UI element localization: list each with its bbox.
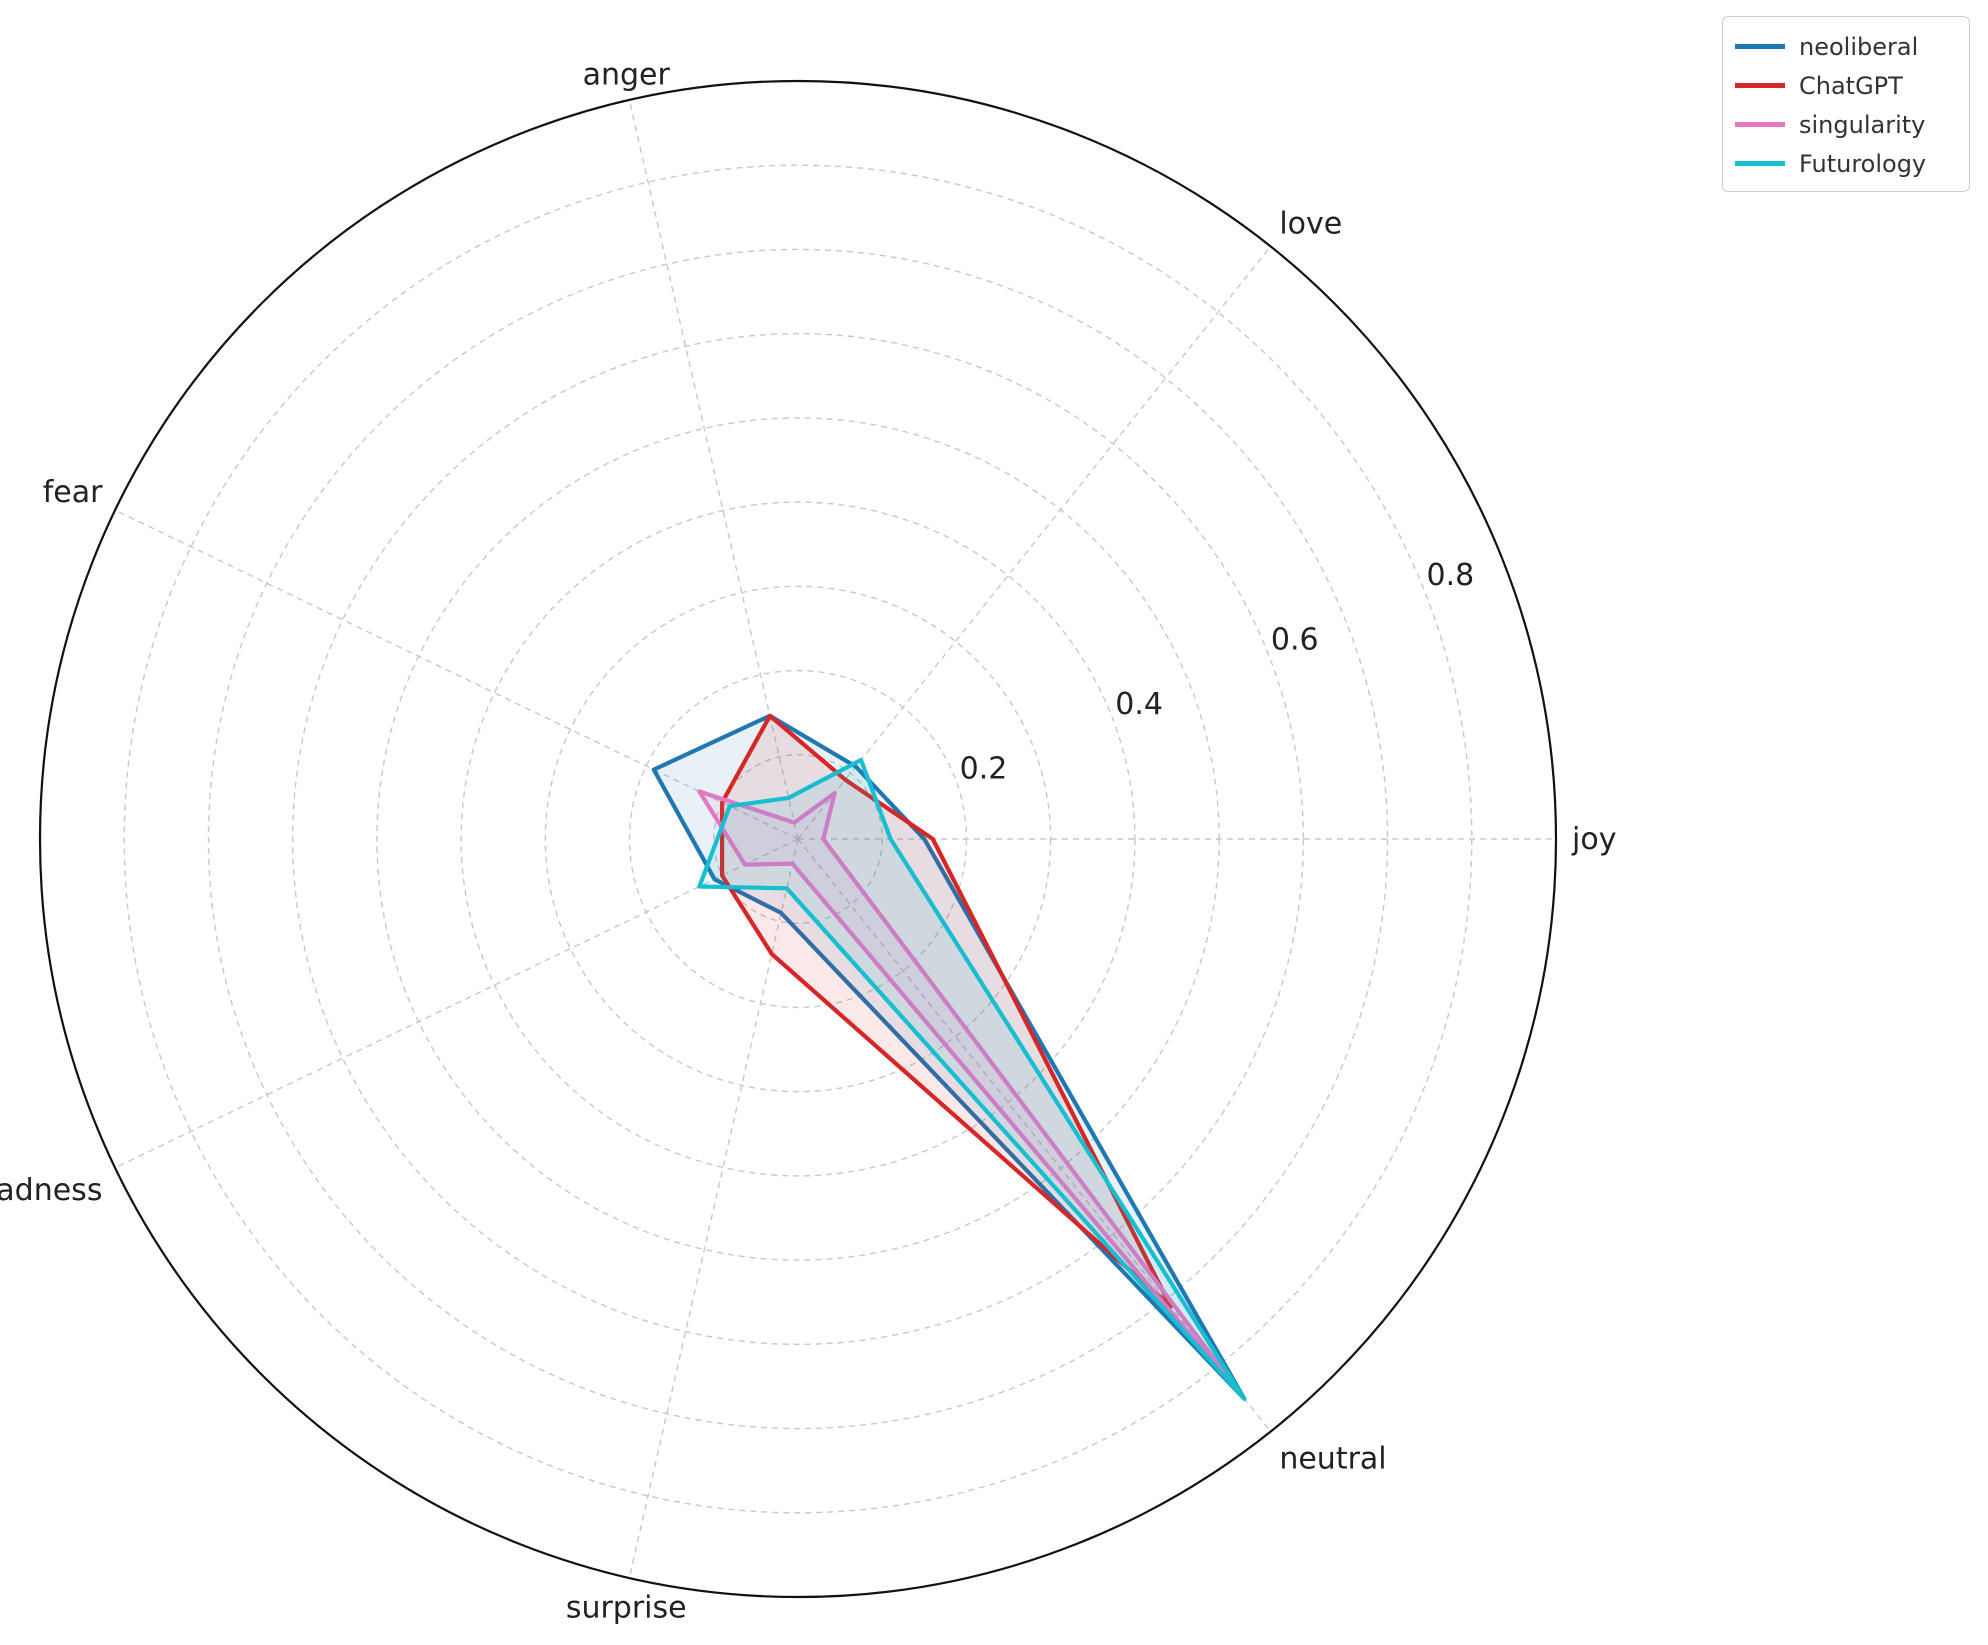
legend-swatch bbox=[1735, 44, 1785, 49]
legend-item-singularity: singularity bbox=[1735, 105, 1957, 144]
spoke-sadness bbox=[114, 838, 799, 1169]
series-fill-neoliberal bbox=[653, 715, 1245, 1399]
legend-label: neoliberal bbox=[1799, 32, 1919, 61]
legend-label: Futurology bbox=[1799, 149, 1927, 178]
series-fill-Futurology bbox=[699, 760, 1245, 1399]
radar-series bbox=[651, 713, 1247, 1401]
grid-ring-6 bbox=[207, 248, 1389, 1430]
legend-swatch bbox=[1735, 83, 1785, 88]
legend-label: ChatGPT bbox=[1799, 71, 1903, 100]
grid-ring-5 bbox=[291, 332, 1305, 1346]
spoke-surprise bbox=[628, 838, 799, 1579]
axis-label-sadness: sadness bbox=[0, 1173, 102, 1208]
legend-swatch bbox=[1735, 122, 1785, 127]
series-line-neoliberal bbox=[651, 713, 1247, 1401]
series-fill-ChatGPT bbox=[722, 715, 1171, 1307]
series-fill-singularity bbox=[699, 791, 1245, 1399]
axis-label-anger: anger bbox=[583, 57, 671, 92]
axis-label-surprise: surprise bbox=[566, 1591, 687, 1626]
legend-label: singularity bbox=[1799, 110, 1926, 139]
legend-swatch bbox=[1735, 161, 1785, 166]
series-line-ChatGPT bbox=[719, 713, 1173, 1309]
axis-label-neutral: neutral bbox=[1279, 1442, 1386, 1477]
spoke-fear bbox=[114, 509, 799, 840]
r-tick-label: 0.6 bbox=[1271, 623, 1319, 658]
grid-ring-0 bbox=[713, 754, 883, 924]
axis-label-joy: joy bbox=[1571, 822, 1616, 857]
spoke-neutral bbox=[797, 838, 1272, 1433]
grid-ring-2 bbox=[544, 585, 1052, 1093]
spoke-love bbox=[797, 245, 1272, 840]
axis-label-love: love bbox=[1279, 206, 1342, 241]
legend-item-Futurology: Futurology bbox=[1735, 144, 1957, 183]
series-line-Futurology bbox=[697, 757, 1247, 1401]
legend-item-neoliberal: neoliberal bbox=[1735, 27, 1957, 66]
r-tick-label: 0.4 bbox=[1115, 687, 1163, 722]
legend-item-ChatGPT: ChatGPT bbox=[1735, 66, 1957, 105]
r-tick-label: 0.2 bbox=[960, 752, 1008, 787]
radar-labels: 0.2 0.4 0.6 0.8 joy love anger fear sadness surpr… bbox=[0, 57, 1616, 1625]
grid-ring-3 bbox=[460, 501, 1136, 1177]
axis-label-fear: fear bbox=[43, 475, 103, 510]
chart-legend: neoliberal ChatGPT singularity Futurology bbox=[1722, 16, 1970, 192]
outer-ring bbox=[38, 79, 1558, 1599]
r-tick-label: 0.8 bbox=[1426, 558, 1474, 593]
